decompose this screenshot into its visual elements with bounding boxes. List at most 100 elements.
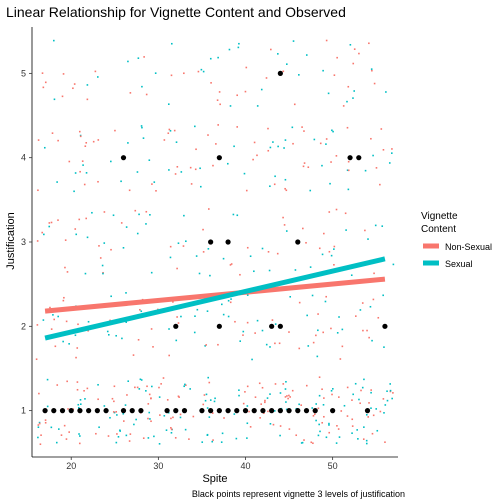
jitter-point <box>44 81 47 84</box>
jitter-point <box>168 354 170 357</box>
jitter-point <box>124 404 127 406</box>
jitter-point <box>214 397 216 400</box>
jitter-point <box>263 412 265 414</box>
jitter-point <box>148 411 151 414</box>
jitter-point <box>325 436 328 439</box>
jitter-point <box>302 227 304 230</box>
jitter-point <box>230 263 233 265</box>
jitter-point <box>126 394 128 396</box>
jitter-point <box>236 126 239 128</box>
jitter-point <box>211 412 214 414</box>
jitter-point <box>74 334 77 337</box>
jitter-point <box>258 382 261 385</box>
jitter-point <box>159 414 161 416</box>
jitter-point <box>260 403 263 405</box>
jitter-point <box>313 138 316 141</box>
highlight-point <box>59 408 66 414</box>
jitter-point <box>149 418 151 420</box>
jitter-point <box>248 410 250 413</box>
jitter-point <box>239 273 241 276</box>
jitter-point <box>217 343 219 346</box>
jitter-point <box>127 60 129 63</box>
jitter-point <box>246 437 248 439</box>
jitter-point <box>256 319 259 322</box>
highlight-point <box>234 408 240 414</box>
jitter-point <box>357 438 359 440</box>
jitter-point <box>322 69 324 72</box>
jitter-point <box>155 190 157 192</box>
jitter-point <box>303 439 305 441</box>
jitter-point <box>366 329 368 332</box>
jitter-point <box>170 417 172 420</box>
jitter-point <box>283 224 286 226</box>
jitter-point <box>215 143 217 145</box>
jitter-point <box>386 399 389 402</box>
jitter-point <box>208 208 210 210</box>
jitter-point <box>362 329 364 332</box>
jitter-point <box>167 103 170 105</box>
jitter-point <box>103 242 106 244</box>
jitter-point <box>392 263 395 266</box>
highlight-point <box>356 155 362 161</box>
jitter-point <box>63 296 65 299</box>
jitter-point <box>267 251 270 253</box>
jitter-point <box>279 434 281 437</box>
highlight-point <box>181 408 188 414</box>
jitter-point <box>170 42 173 45</box>
jitter-point <box>277 145 279 148</box>
jitter-point <box>204 399 207 402</box>
jitter-point <box>43 233 45 236</box>
jitter-point <box>327 92 330 95</box>
jitter-point <box>168 328 170 330</box>
jitter-point <box>323 232 325 235</box>
highlight-point <box>364 408 371 414</box>
jitter-point <box>328 211 331 213</box>
jitter-point <box>57 139 59 142</box>
jitter-point <box>267 410 269 413</box>
jitter-point <box>347 160 350 163</box>
jitter-point <box>136 386 139 389</box>
jitter-point <box>284 139 287 141</box>
jitter-point <box>246 321 249 324</box>
jitter-point <box>169 256 172 259</box>
jitter-point <box>319 430 321 433</box>
jitter-point <box>188 438 190 440</box>
jitter-point <box>128 189 131 192</box>
jitter-point <box>365 442 368 445</box>
jitter-point <box>121 337 123 340</box>
jitter-point <box>202 251 205 253</box>
jitter-point <box>120 180 122 183</box>
jitter-point <box>150 420 152 423</box>
jitter-point <box>317 313 319 315</box>
jitter-point <box>331 129 333 132</box>
jitter-point <box>77 406 80 409</box>
jitter-point <box>364 169 367 172</box>
jitter-point <box>95 432 97 435</box>
jitter-point <box>183 214 185 217</box>
jitter-point <box>113 400 115 403</box>
jitter-point <box>365 439 368 442</box>
jitter-point <box>253 141 256 144</box>
highlight-point <box>173 323 179 329</box>
highlight-point <box>312 408 318 414</box>
jitter-point <box>282 70 285 73</box>
jitter-point <box>53 39 55 42</box>
jitter-point <box>271 319 274 321</box>
jitter-point <box>79 435 81 437</box>
jitter-point <box>342 105 345 107</box>
jitter-point <box>115 441 118 444</box>
jitter-point <box>306 314 308 317</box>
jitter-point <box>137 338 140 341</box>
jitter-point <box>322 331 325 334</box>
jitter-point <box>261 329 264 332</box>
jitter-point <box>122 412 125 415</box>
jitter-point <box>237 46 240 49</box>
jitter-point <box>252 158 254 161</box>
jitter-point <box>230 298 232 300</box>
jitter-point <box>46 378 49 381</box>
jitter-point <box>192 415 195 418</box>
highlight-point <box>94 408 100 414</box>
jitter-point <box>321 388 323 391</box>
jitter-point <box>300 442 303 444</box>
jitter-point <box>147 417 149 420</box>
